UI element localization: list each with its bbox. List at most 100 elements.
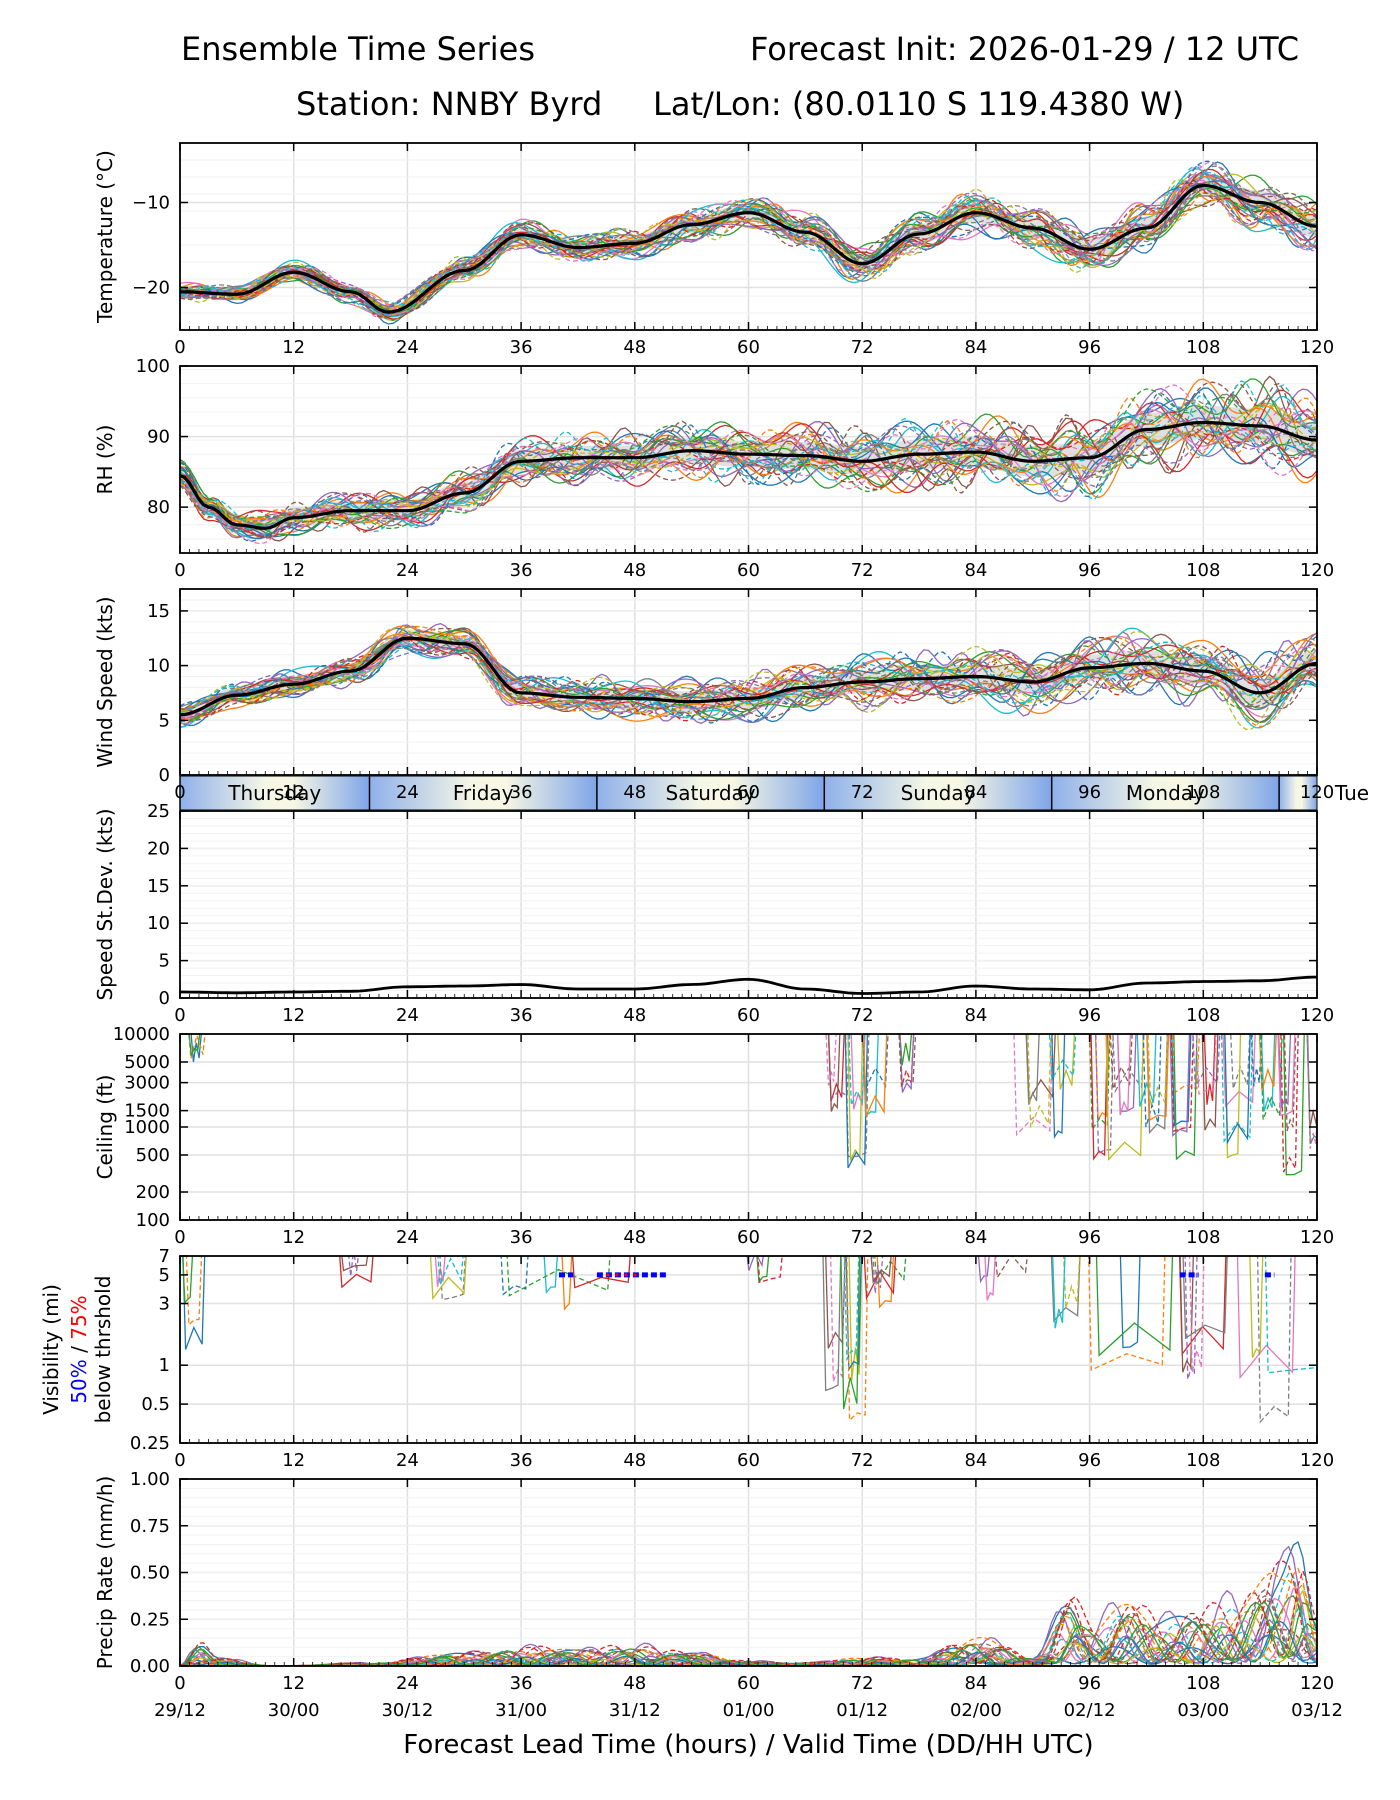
x-tick-label: 108 — [1186, 1227, 1220, 1248]
x-tick-label: 0 — [174, 1673, 185, 1694]
member-series-line — [180, 627, 1317, 722]
x-tick-label: 84 — [964, 560, 987, 581]
x-tick-label: 108 — [1186, 782, 1220, 803]
member-drop-line — [1249, 1256, 1264, 1358]
day-segment — [1051, 776, 1280, 810]
x-tick-label: 120 — [1300, 782, 1334, 803]
member-drop-line — [1280, 1034, 1299, 1173]
x-axis-label: Forecast Lead Time (hours) / Valid Time … — [403, 1730, 1093, 1760]
plot-area — [180, 160, 1317, 325]
x-tick-label: 24 — [396, 560, 419, 581]
y-tick-label: 10000 — [113, 1024, 170, 1045]
y-tick-label: 0.75 — [130, 1516, 170, 1537]
x-tick-label: 12 — [282, 1227, 305, 1248]
x-tick-label: 72 — [851, 560, 874, 581]
x-tick-label: 60 — [737, 1227, 760, 1248]
x-tick-label: 72 — [851, 1227, 874, 1248]
member-series-line — [180, 391, 1317, 542]
member-drop-line — [876, 1256, 895, 1309]
valid-time-label: 03/00 — [1177, 1700, 1229, 1721]
member-drop-line — [500, 1256, 529, 1296]
day-segment — [824, 776, 1052, 810]
plot-area — [181, 1256, 1317, 1424]
x-tick-label: 60 — [737, 1450, 760, 1471]
x-tick-label: 12 — [282, 560, 305, 581]
panel-4: 0 12 24 36 48 60 72 84 96 108 120 100 200 500 10001500… — [93, 1024, 1334, 1248]
member-drop-line — [348, 1256, 359, 1277]
day-segment — [369, 776, 597, 810]
y-tick-label: 0.25 — [130, 1609, 170, 1630]
y-axis-label: Ceiling (ft) — [93, 1075, 117, 1180]
member-drop-line — [1051, 1034, 1066, 1140]
member-drop-line — [898, 1034, 917, 1087]
member-drop-line — [848, 1256, 863, 1381]
member-drop-line — [1173, 1034, 1198, 1161]
y-tick-label: 0.5 — [141, 1394, 170, 1415]
y-tick-label: 0.25 — [130, 1433, 170, 1454]
threshold-legend-caption: below thrshold — [91, 1276, 115, 1424]
member-drop-line — [1201, 1034, 1219, 1131]
member-drop-line — [1224, 1034, 1251, 1145]
x-tick-label: 84 — [964, 1227, 987, 1248]
x-tick-label: 12 — [282, 1673, 305, 1694]
member-series-line — [180, 165, 1317, 315]
member-drop-line — [1025, 1034, 1040, 1105]
member-drop-line — [1264, 1256, 1317, 1374]
member-drop-line — [1027, 1034, 1052, 1128]
valid-time-label: 30/00 — [268, 1700, 320, 1721]
member-series-line — [180, 160, 1317, 311]
member-drop-line — [1119, 1256, 1141, 1349]
x-tick-label: 24 — [396, 1005, 419, 1026]
member-drop-line — [1052, 1256, 1066, 1329]
x-tick-label: 36 — [510, 560, 533, 581]
day-label: Thursday — [227, 781, 321, 805]
legend-separator: / — [67, 1340, 91, 1359]
y-tick-label: 5 — [159, 951, 170, 972]
x-tick-label: 48 — [623, 1227, 646, 1248]
x-tick-label: 120 — [1300, 1005, 1334, 1026]
y-axis-label: Speed St.Dev. (kts) — [93, 808, 117, 1000]
member-drop-line — [185, 1256, 203, 1327]
y-tick-label: 10 — [147, 913, 170, 934]
x-tick-label: 48 — [623, 337, 646, 358]
x-tick-label: 24 — [396, 337, 419, 358]
x-tick-label: 72 — [851, 782, 874, 803]
member-drop-line — [756, 1256, 770, 1284]
member-drop-line — [1105, 1034, 1144, 1161]
y-tick-label: 15 — [147, 601, 170, 622]
y-tick-label: 90 — [147, 427, 170, 448]
member-drop-line — [1278, 1034, 1292, 1109]
station-label: Station: NNBY Byrd — [296, 85, 603, 123]
member-drop-line — [1220, 1034, 1254, 1143]
x-tick-label: 108 — [1186, 1450, 1220, 1471]
member-precip-line — [180, 1567, 1317, 1666]
x-tick-label: 84 — [964, 1450, 987, 1471]
member-drop-line — [1192, 1034, 1221, 1090]
x-tick-label: 96 — [1078, 1227, 1101, 1248]
member-series-line — [180, 640, 1317, 715]
x-tick-label: 36 — [510, 337, 533, 358]
x-tick-label: 60 — [737, 560, 760, 581]
member-drop-line — [429, 1256, 467, 1301]
member-drop-line — [757, 1256, 783, 1284]
member-drop-line — [1112, 1034, 1145, 1094]
member-drop-line — [1088, 1034, 1111, 1132]
member-series-line — [180, 636, 1317, 722]
x-tick-label: 96 — [1078, 1450, 1101, 1471]
member-series-line — [180, 168, 1317, 320]
x-tick-label: 0 — [174, 1005, 185, 1026]
member-series-line — [180, 625, 1317, 722]
x-tick-label: 0 — [174, 337, 185, 358]
ensemble-mean-line — [180, 420, 1317, 530]
x-tick-label: 48 — [623, 782, 646, 803]
day-segment — [180, 776, 370, 810]
y-tick-label: 100 — [136, 1210, 170, 1231]
y-tick-label: 7 — [159, 1246, 170, 1267]
valid-time-label: 02/12 — [1064, 1700, 1116, 1721]
plot-area — [180, 375, 1317, 545]
plot-area — [180, 623, 1317, 730]
y-axis-label: Precip Rate (mm/h) — [93, 1476, 117, 1670]
valid-time-label: 29/12 — [154, 1700, 206, 1721]
valid-time-label: 01/00 — [723, 1700, 775, 1721]
x-tick-label: 0 — [174, 560, 185, 581]
